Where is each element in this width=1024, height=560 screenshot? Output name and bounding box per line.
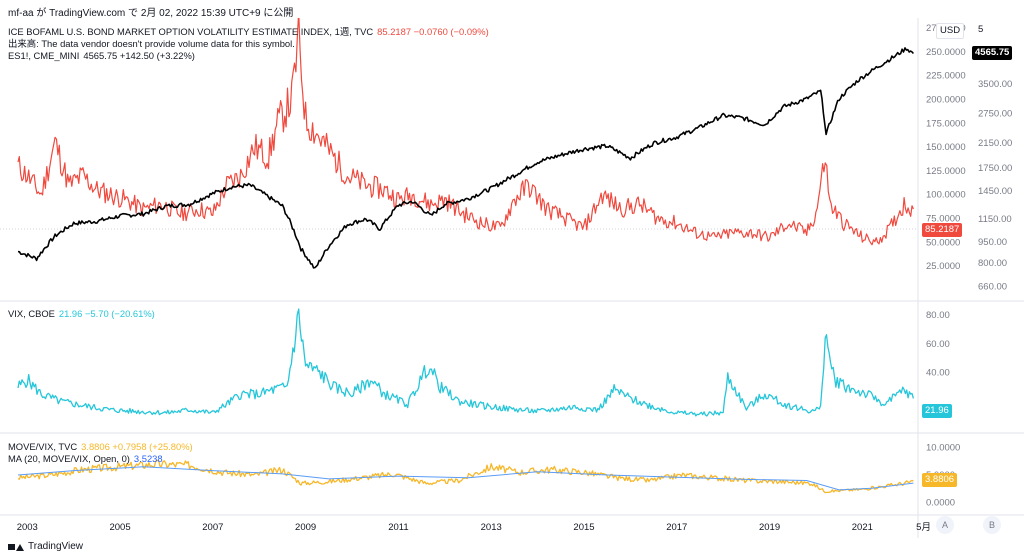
time-axis-label-9: 2021 (852, 522, 873, 533)
time-axis-label-0: 2003 (17, 522, 38, 533)
ma-legend-value: 3.5238 (133, 453, 163, 464)
publish-info: が TradingView.com で 2月 02, 2022 15:39 UT… (33, 8, 294, 19)
auto-scale-button[interactable]: A (936, 516, 954, 534)
move-axis-tick-2: 225.0000 (926, 71, 966, 82)
chart-area[interactable]: 275.0000250.0000225.0000200.0000175.0000… (0, 18, 1024, 560)
footer-brand-name: TradingView (28, 541, 84, 552)
move-axis-tick-6: 125.0000 (926, 166, 966, 177)
move-axis-tick-4: 175.0000 (926, 118, 966, 129)
ratio-series-line (17, 459, 914, 494)
time-axis-label-1: 2005 (109, 522, 130, 533)
ratio-last-price-tag: 3.8806 (922, 473, 958, 487)
vix-legend-value: 21.96 −5.70 (−20.61%) (58, 308, 155, 319)
move-axis-tick-7: 100.0000 (926, 190, 966, 201)
publish-header: mf-aa が TradingView.com で 2月 02, 2022 15… (0, 0, 1024, 19)
move-axis-tick-9: 50.0000 (926, 237, 960, 248)
move-axis-tick-1: 250.0000 (926, 47, 966, 58)
move-legend-value: 85.2187 −0.0760 (−0.09%) (377, 26, 489, 37)
time-axis-label-3: 2009 (295, 522, 316, 533)
settings-button[interactable]: B (983, 516, 1001, 534)
ratio-pane-legend: MOVE/VIX, TVC 3.8806 +0.7958 (+25.80%) MA… (8, 441, 193, 465)
es-axis-tick-2: 2750.00 (978, 108, 1012, 119)
es-legend-title[interactable]: ES1!, CME_MINI (8, 50, 80, 61)
es-axis-tick-9: 660.00 (978, 281, 1007, 292)
vix-pane-legend: VIX, CBOE 21.96 −5.70 (−20.61%) (8, 308, 155, 320)
es-axis-tick-7: 950.00 (978, 237, 1007, 248)
vix-axis-tick-1: 60.00 (926, 339, 950, 350)
es-axis-tick-5: 1450.00 (978, 186, 1012, 197)
es-axis-tick-4: 1750.00 (978, 163, 1012, 174)
es-axis-tick-8: 800.00 (978, 258, 1007, 269)
tradingview-logo-icon (8, 542, 24, 552)
move-axis-tick-8: 75.0000 (926, 214, 960, 225)
currency-right-label[interactable]: 5 (975, 23, 987, 37)
time-axis-label-6: 2015 (573, 522, 594, 533)
move-axis-tick-3: 200.0000 (926, 94, 966, 105)
time-axis-label-2: 2007 (202, 522, 223, 533)
currency-label[interactable]: USD (936, 23, 965, 39)
es-series-line (17, 47, 915, 269)
vix-series-line (17, 308, 915, 417)
volume-legend-note: 出来高: The data vendor doesn't provide vol… (8, 38, 295, 49)
move-legend-title[interactable]: ICE BOFAML U.S. BOND MARKET OPTION VOLAT… (8, 26, 374, 37)
ma-series-line (17, 466, 914, 491)
vix-legend-title[interactable]: VIX, CBOE (8, 308, 55, 319)
es-legend-value: 4565.75 +142.50 (+3.22%) (83, 50, 195, 61)
move-series-line (17, 18, 914, 246)
time-axis-label-8: 2019 (759, 522, 780, 533)
vix-axis-tick-0: 80.00 (926, 310, 950, 321)
chart-canvas[interactable]: 275.0000250.0000225.0000200.0000175.0000… (0, 18, 1024, 560)
ratio-axis-tick-2: 0.0000 (926, 498, 955, 509)
ma-legend-title[interactable]: MA (20, MOVE/VIX, Open, 0) (8, 453, 130, 464)
es-axis-tick-3: 2150.00 (978, 138, 1012, 149)
move-last-price-tag: 85.2187 (922, 223, 963, 237)
time-axis-label-4: 2011 (388, 522, 408, 533)
time-axis-label-10: 5月 (916, 522, 931, 533)
es-last-price-tag: 4565.75 (972, 46, 1013, 60)
es-axis-tick-6: 1150.00 (978, 214, 1012, 225)
move-axis-tick-10: 25.0000 (926, 261, 960, 272)
footer-brand[interactable]: TradingView (8, 541, 83, 552)
time-axis-label-7: 2017 (666, 522, 687, 533)
ratio-legend-title[interactable]: MOVE/VIX, TVC (8, 441, 78, 452)
publisher-name[interactable]: mf-aa (8, 8, 34, 19)
vix-last-price-tag: 21.96 (922, 404, 952, 418)
ratio-axis-tick-0: 10.0000 (926, 443, 960, 454)
move-axis-tick-5: 150.0000 (926, 142, 966, 153)
es-axis-tick-1: 3500.00 (978, 79, 1012, 90)
vix-axis-tick-2: 40.00 (926, 368, 950, 379)
time-axis-label-5: 2013 (481, 522, 502, 533)
main-pane-legend: ICE BOFAML U.S. BOND MARKET OPTION VOLAT… (8, 26, 489, 62)
ratio-legend-value: 3.8806 +0.7958 (+25.80%) (81, 441, 193, 452)
